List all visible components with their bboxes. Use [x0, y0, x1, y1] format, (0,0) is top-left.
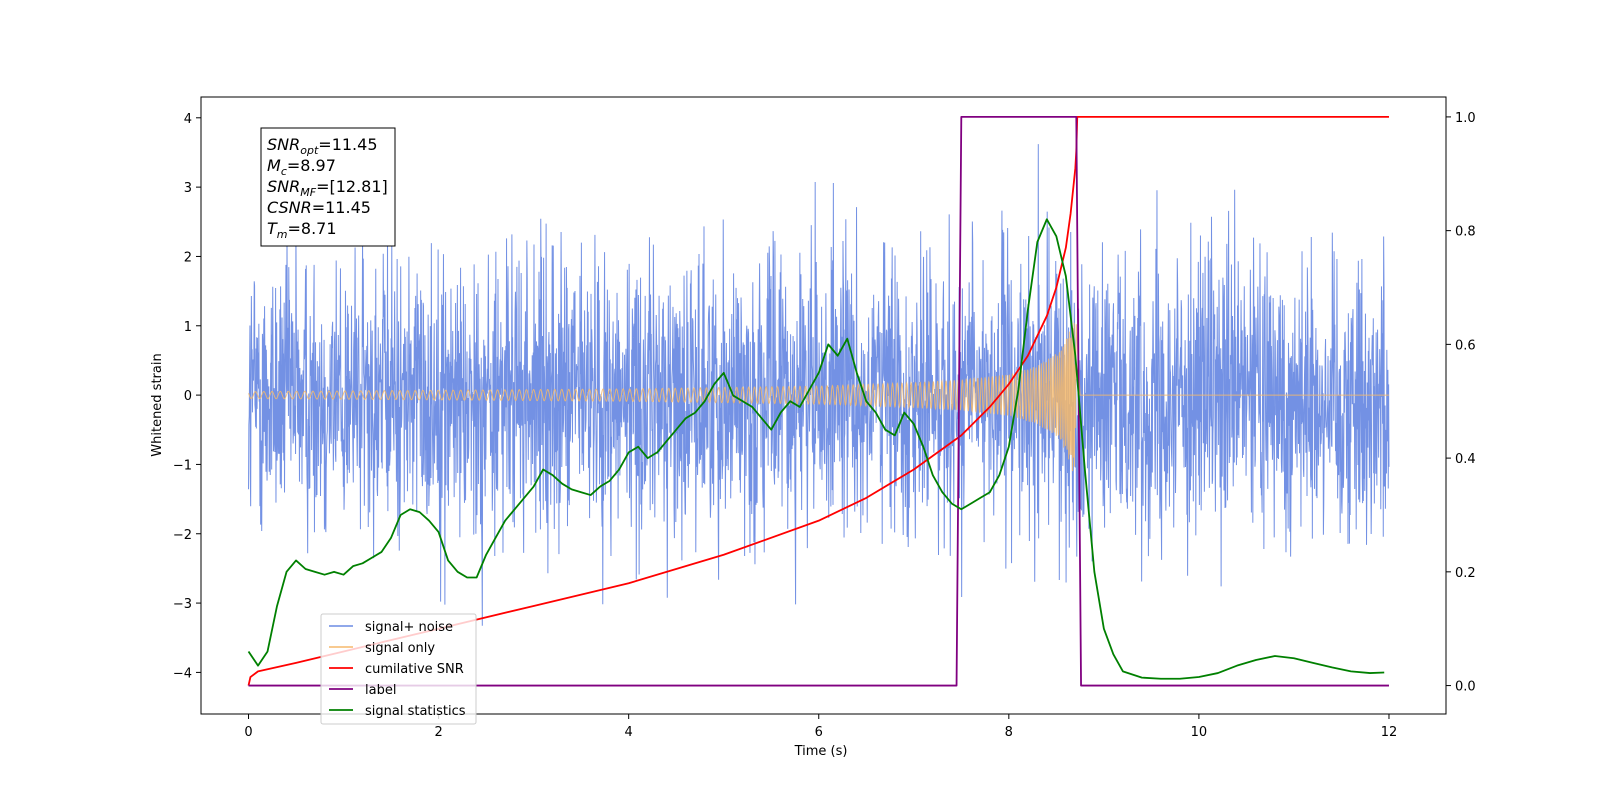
stats-line: CSNR=11.45: [267, 198, 371, 217]
x-tick-label: 4: [625, 725, 633, 740]
legend-label: signal statistics: [365, 704, 466, 719]
y-axis-left: −4 −3 −2 −1 0 1 2 3 4: [173, 112, 201, 681]
y-tick-label: 4: [184, 112, 192, 127]
series-label: [248, 116, 1389, 687]
y2-tick-label: 0.6: [1455, 338, 1476, 353]
x-tick-label: 0: [244, 725, 252, 740]
x-tick-label: 12: [1381, 725, 1398, 740]
x-tick-label: 6: [815, 725, 823, 740]
y-tick-label: −1: [173, 458, 192, 473]
stats-box-frame: [260, 127, 396, 247]
series-signal-only: [248, 322, 1389, 472]
series-signal-plus-noise: [248, 144, 1390, 626]
y-tick-label: −3: [173, 597, 192, 612]
x-tick-label: 10: [1191, 725, 1208, 740]
series-signal-statistics: [247, 218, 1385, 680]
y2-tick-label: 0.4: [1455, 452, 1476, 467]
y2-tick-label: 0.0: [1455, 680, 1476, 695]
y2-tick-label: 0.2: [1455, 566, 1476, 581]
stats-annotation-box: SNRopt=11.45Mc=8.97SNRMF=[12.81]CSNR=11.…: [260, 127, 396, 247]
y-axis-label: Whitened strain: [150, 353, 165, 456]
x-tick-label: 8: [1005, 725, 1013, 740]
legend-frame: [320, 613, 477, 725]
x-axis-label: Time (s): [794, 744, 848, 759]
y-axis-right: 0.0 0.2 0.4 0.6 0.8 1.0: [1446, 111, 1476, 695]
stats-line: Tm=8.71: [267, 219, 337, 241]
y2-tick-label: 0.8: [1455, 225, 1476, 240]
stats-line: Mc=8.97: [267, 156, 336, 178]
legend-label: cumilative SNR: [365, 662, 464, 677]
y-tick-label: 1: [184, 320, 192, 335]
legend: signal+ noise signal only cumilative SNR la…: [320, 613, 477, 725]
y-tick-label: 0: [184, 389, 192, 404]
y-tick-label: −2: [173, 528, 192, 543]
plot-frame: [200, 96, 1447, 715]
y-tick-label: 2: [184, 250, 192, 265]
legend-label: signal+ noise: [365, 620, 453, 635]
y-tick-label: −4: [173, 666, 192, 681]
stats-line: SNRopt=11.45: [267, 135, 378, 157]
y-tick-label: 3: [184, 181, 192, 196]
y2-tick-label: 1.0: [1455, 111, 1476, 126]
stats-line: SNRMF=[12.81]: [267, 177, 388, 199]
legend-label: label: [365, 683, 396, 698]
x-tick-label: 2: [434, 725, 442, 740]
legend-label: signal only: [365, 641, 435, 656]
